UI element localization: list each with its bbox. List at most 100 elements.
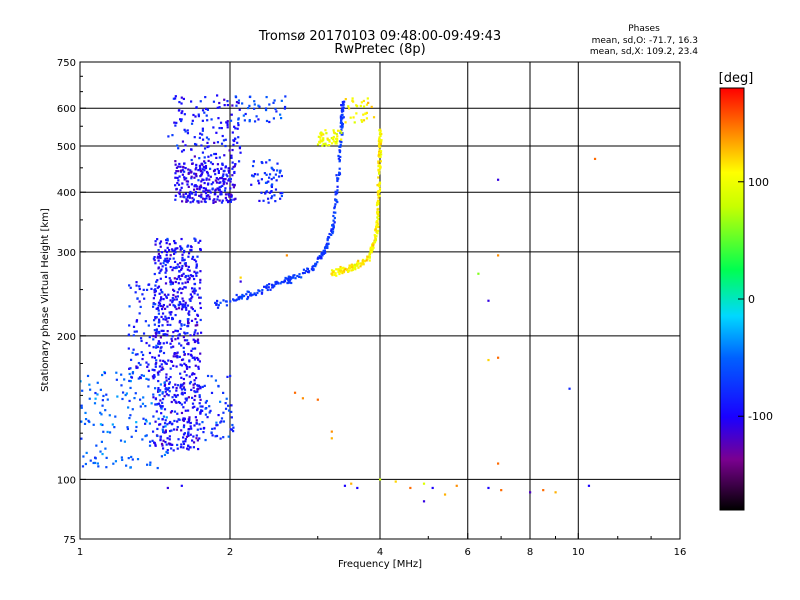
data-point xyxy=(279,116,283,120)
data-point xyxy=(172,288,175,291)
data-point xyxy=(222,436,225,439)
data-point xyxy=(126,427,130,431)
data-point xyxy=(180,111,183,115)
data-point xyxy=(188,194,191,197)
data-point xyxy=(278,171,281,174)
data-point xyxy=(496,178,500,181)
data-point xyxy=(253,100,256,103)
data-point xyxy=(164,419,167,422)
data-point xyxy=(319,136,322,139)
data-point xyxy=(181,259,184,262)
data-point xyxy=(180,324,183,327)
data-point xyxy=(241,102,244,105)
data-point xyxy=(162,333,165,336)
data-point xyxy=(144,422,147,425)
data-point xyxy=(120,384,123,387)
data-point xyxy=(158,242,162,245)
data-point xyxy=(193,372,196,376)
data-point xyxy=(153,374,156,377)
data-point xyxy=(162,439,165,442)
data-point xyxy=(196,187,199,191)
data-point xyxy=(379,142,382,146)
data-point xyxy=(163,360,166,364)
data-point xyxy=(172,257,175,260)
data-point xyxy=(183,286,186,289)
data-point xyxy=(340,138,343,141)
data-point xyxy=(193,282,197,286)
y-tick-label: 100 xyxy=(57,475,76,486)
data-point xyxy=(347,270,350,273)
data-point xyxy=(168,381,171,384)
data-point xyxy=(184,167,187,170)
data-point xyxy=(314,262,317,265)
data-point xyxy=(370,105,373,109)
data-point xyxy=(265,173,268,176)
data-point xyxy=(181,306,184,309)
data-point xyxy=(163,293,166,296)
data-point xyxy=(422,482,426,485)
data-point xyxy=(184,438,187,441)
data-point xyxy=(105,393,108,396)
data-point xyxy=(206,183,210,186)
data-point xyxy=(190,175,193,178)
data-point xyxy=(166,333,169,336)
data-point xyxy=(455,484,458,487)
data-point xyxy=(339,115,343,118)
data-point xyxy=(214,188,217,191)
data-point xyxy=(201,151,205,154)
data-point xyxy=(394,480,397,483)
data-point xyxy=(377,138,381,141)
data-point xyxy=(152,257,156,260)
data-point xyxy=(225,121,228,124)
data-point xyxy=(275,110,278,113)
data-point xyxy=(368,259,371,262)
data-point xyxy=(302,268,306,271)
data-point xyxy=(271,285,274,288)
data-point xyxy=(147,385,150,388)
data-point xyxy=(101,373,104,377)
data-point xyxy=(165,376,168,379)
data-point xyxy=(174,172,177,175)
data-point xyxy=(80,406,83,409)
data-point xyxy=(142,353,145,357)
data-point xyxy=(330,233,333,236)
data-point xyxy=(115,371,118,374)
data-point xyxy=(269,288,272,291)
data-point xyxy=(224,196,227,200)
data-point xyxy=(338,149,342,153)
data-point xyxy=(328,140,331,143)
data-point xyxy=(332,225,335,228)
data-point xyxy=(167,135,170,138)
data-point xyxy=(256,291,259,295)
data-point xyxy=(186,183,189,186)
data-point xyxy=(211,187,214,190)
data-point xyxy=(203,169,206,172)
data-point xyxy=(178,321,181,324)
data-point xyxy=(207,138,210,141)
data-point xyxy=(332,135,335,139)
data-point xyxy=(161,305,164,308)
data-point xyxy=(245,293,248,296)
data-point xyxy=(233,125,236,128)
data-point xyxy=(209,161,213,164)
data-point xyxy=(231,104,234,107)
data-point xyxy=(198,188,201,191)
data-point xyxy=(181,173,184,176)
data-point xyxy=(213,193,216,196)
data-point xyxy=(199,248,202,251)
data-point xyxy=(164,425,167,428)
data-point xyxy=(180,150,184,153)
data-point xyxy=(132,348,135,351)
data-point xyxy=(190,158,193,162)
data-point xyxy=(196,293,199,296)
data-point xyxy=(184,264,187,267)
data-point xyxy=(156,466,159,470)
data-point xyxy=(196,439,199,442)
data-point xyxy=(172,364,175,367)
data-point xyxy=(230,410,233,414)
data-point xyxy=(182,406,185,409)
colorbar-tick-label: -100 xyxy=(748,410,773,423)
data-point xyxy=(223,189,227,192)
data-point xyxy=(196,332,199,335)
data-point xyxy=(365,259,368,262)
